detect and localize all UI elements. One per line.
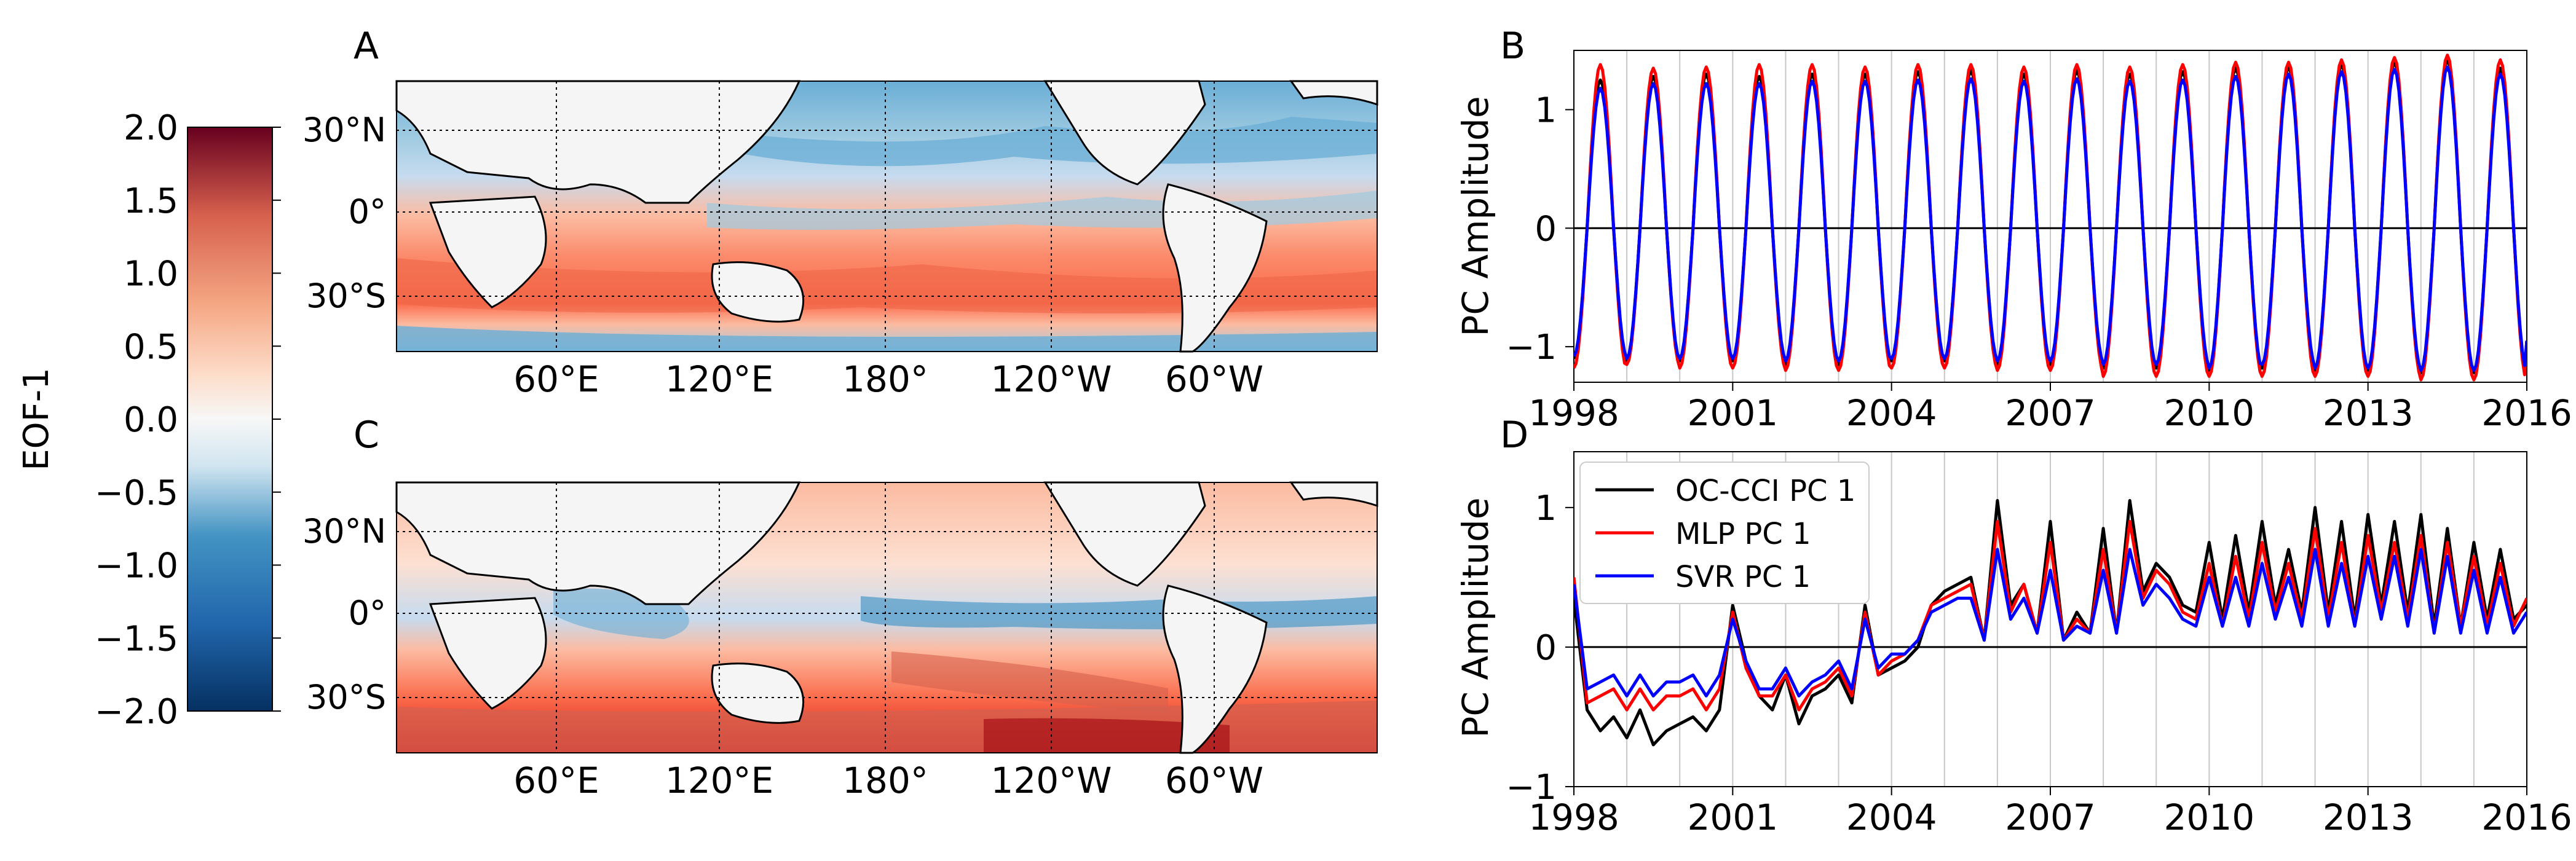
- panel-a-map: A 30°N 0° 30°S 60°E 120°E 180°: [302, 25, 1378, 400]
- panel-c-letter: C: [354, 414, 379, 457]
- colorbar-tick-label: −2.0: [95, 692, 178, 732]
- panel-d-letter: D: [1500, 414, 1528, 457]
- legend-label-svr: SVR PC 1: [1675, 560, 1811, 594]
- lon-label-60w: 60°W: [1165, 358, 1263, 400]
- chart-d-xtick-label: 2004: [1846, 796, 1937, 838]
- chart-d-xtick-label: 2016: [2481, 796, 2572, 838]
- colorbar-tick-label: −0.5: [95, 473, 178, 513]
- chart-b-xtick-label: 2016: [2481, 392, 2572, 434]
- chart-d-line-0: [1574, 499, 2527, 747]
- legend-label-occci: OC-CCI PC 1: [1675, 474, 1855, 508]
- chart-b-ytick-label: 1: [1535, 90, 1557, 130]
- chart-d-xtick-label: 2001: [1688, 796, 1779, 838]
- chart-d-xtick-label: 1998: [1528, 796, 1619, 838]
- chart-b-xtick-label: 2013: [2323, 392, 2414, 434]
- chart-d-xtick-label: 2007: [2005, 796, 2096, 838]
- chart-b-line-1: [1574, 53, 2527, 382]
- panel-b-letter: B: [1500, 25, 1525, 68]
- chart-d-xtick-label: 2010: [2164, 796, 2255, 838]
- lon-label-180-c: 180°: [842, 760, 928, 801]
- panel-b-ylabel: PC Amplitude: [1455, 96, 1496, 336]
- chart-b-series: [1574, 53, 2527, 382]
- chart-d-ytick-label: 0: [1535, 628, 1557, 668]
- chart-d-line-1: [1574, 520, 2527, 712]
- legend: OC-CCI PC 1 MLP PC 1 SVR PC 1: [1579, 462, 1870, 604]
- chart-d-ytick-label: −1: [1506, 768, 1557, 808]
- lat-label-0-c: 0°: [349, 594, 386, 632]
- colorbar: 2.0 1.5 1.0 0.5 0.0 −0.5 −1.0 −1.5 −2.0 EOF-1: [17, 108, 281, 732]
- lon-label-60w-c: 60°W: [1165, 760, 1263, 801]
- lon-label-60e: 60°E: [513, 358, 599, 400]
- chart-d-series: [1574, 499, 2527, 747]
- colorbar-tick-label: 1.0: [124, 254, 178, 294]
- chart-b-xtick-label: 1998: [1528, 392, 1619, 434]
- panel-c-map: C 30°N 0° 30°S 60°E 120°E 180° 120°W: [302, 414, 1378, 801]
- legend-label-mlp: MLP PC 1: [1675, 517, 1811, 551]
- chart-b-xtick-label: 2004: [1846, 392, 1937, 434]
- panel-a-letter: A: [354, 25, 379, 68]
- lon-label-180: 180°: [842, 358, 928, 400]
- colorbar-tick-label: 0.5: [124, 327, 178, 367]
- colorbar-tick-label: 1.5: [124, 181, 178, 221]
- lat-label-30s: 30°S: [306, 277, 386, 315]
- lon-label-60e-c: 60°E: [513, 760, 599, 801]
- chart-b-xtick-label: 2001: [1688, 392, 1779, 434]
- chart-b-line-0: [1574, 58, 2527, 375]
- lat-label-0: 0°: [349, 192, 386, 231]
- panel-d-ylabel: PC Amplitude: [1455, 497, 1496, 737]
- lat-label-30n: 30°N: [302, 111, 386, 149]
- colorbar-tick-label: −1.5: [95, 619, 178, 659]
- chart-b-xtick-label: 2007: [2005, 392, 2096, 434]
- chart-b-xtick-label: 2010: [2164, 392, 2255, 434]
- lat-label-30n-c: 30°N: [302, 512, 386, 551]
- lon-label-120w-c: 120°W: [990, 760, 1112, 801]
- panel-b-chart: B PC Amplitude 1 0 −1 1998 2001 2004 2007 2010 2…: [1455, 25, 2572, 434]
- chart-b-ytick-label: 0: [1535, 209, 1557, 249]
- chart-d-xtick-label: 2013: [2323, 796, 2414, 838]
- colorbar-tick-label: 2.0: [124, 108, 178, 148]
- colorbar-tick-label: −1.0: [95, 546, 178, 586]
- lon-label-120e: 120°E: [665, 358, 773, 400]
- chart-b-line-2: [1574, 65, 2527, 372]
- colorbar-tick-label: 0.0: [124, 400, 178, 440]
- lon-label-120w: 120°W: [990, 358, 1112, 400]
- chart-d-line-2: [1574, 548, 2527, 698]
- chart-b-ytick-label: −1: [1506, 328, 1557, 368]
- chart-d-ytick-label: 1: [1535, 489, 1557, 529]
- colorbar-gradient: [187, 127, 273, 712]
- colorbar-label: EOF-1: [17, 368, 57, 471]
- lat-label-30s-c: 30°S: [306, 678, 386, 717]
- lon-label-120e-c: 120°E: [665, 760, 773, 801]
